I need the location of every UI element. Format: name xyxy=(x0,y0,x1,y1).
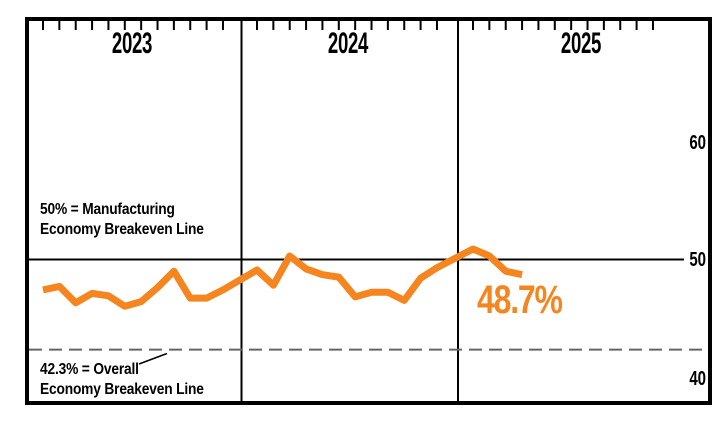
current-value-label: 48.7% xyxy=(477,278,563,322)
manufacturing-breakeven-line1: 50% = Manufacturing xyxy=(40,201,175,218)
year-label-2023: 2023 xyxy=(111,27,153,60)
annotation-leader-line xyxy=(138,352,168,365)
year-label-2025: 2025 xyxy=(560,27,602,60)
overall-breakeven-line1: 42.3% = Overall xyxy=(40,361,139,378)
manufacturing-breakeven-annotation: 50% = Manufacturing Economy Breakeven Li… xyxy=(40,200,204,240)
y-axis-label-50: 50 xyxy=(689,249,706,271)
manufacturing-breakeven-line2: Economy Breakeven Line xyxy=(40,221,204,238)
y-axis-label-40: 40 xyxy=(689,368,706,390)
y-axis-label-60: 60 xyxy=(689,132,706,154)
overall-breakeven-line2: Economy Breakeven Line xyxy=(40,381,204,398)
pmi-line xyxy=(42,245,523,310)
overall-breakeven-annotation: 42.3% = Overall Economy Breakeven Line xyxy=(40,360,204,400)
chart-frame xyxy=(25,17,712,405)
year-label-2024: 2024 xyxy=(327,27,369,60)
